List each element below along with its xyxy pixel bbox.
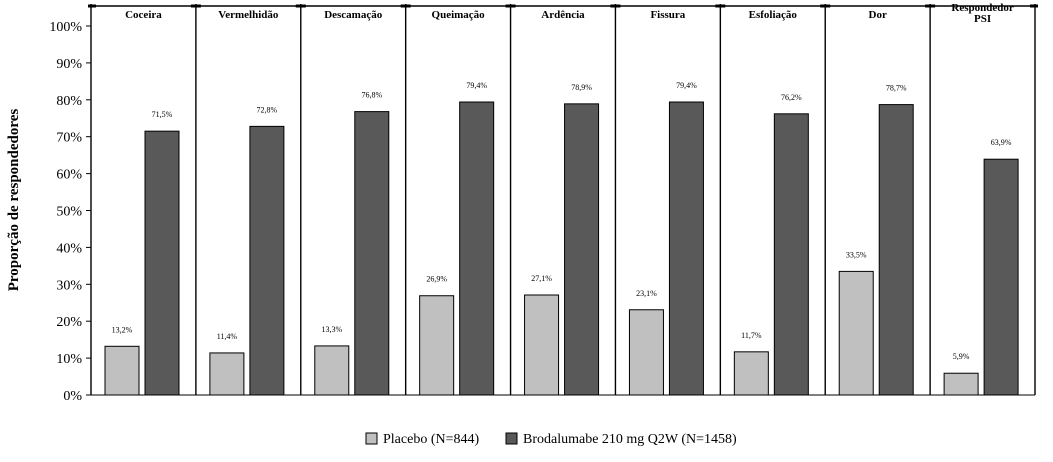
category-label: Esfoliação bbox=[749, 9, 798, 21]
data-label: 71,5% bbox=[152, 110, 173, 119]
bar-placebo bbox=[733, 351, 769, 396]
bars bbox=[104, 101, 1019, 396]
data-label: 72,8% bbox=[257, 105, 278, 114]
y-tick-label: 60% bbox=[56, 168, 82, 183]
data-labels: 13,2% 11,4% 13,3% 26,9% 27,1% 23,1% 11,7% 33,5%… bbox=[112, 81, 1012, 361]
bar-placebo bbox=[104, 345, 140, 396]
y-tick-label: 90% bbox=[56, 57, 82, 72]
y-tick-label: 0% bbox=[63, 389, 82, 404]
bar-brodalumabe bbox=[459, 101, 495, 396]
category-label: Fissura bbox=[650, 9, 685, 21]
y-tick-label: 100% bbox=[49, 20, 82, 35]
category-label: Dor bbox=[869, 9, 887, 21]
category-label: Vermelhidão bbox=[218, 9, 279, 21]
data-label: 79,4% bbox=[676, 81, 697, 90]
bar-placebo bbox=[209, 352, 245, 396]
y-axis-label: Proporção de respondedores bbox=[6, 109, 22, 292]
bar-placebo bbox=[314, 345, 350, 396]
category-label: Respondedor bbox=[951, 2, 1013, 14]
data-label: 11,4% bbox=[217, 332, 238, 341]
bar-placebo bbox=[419, 295, 455, 396]
data-label: 27,1% bbox=[531, 274, 552, 283]
category-label: Coceira bbox=[125, 9, 162, 21]
data-label: 5,9% bbox=[953, 352, 970, 361]
data-label: 11,7% bbox=[741, 331, 762, 340]
data-label: 13,2% bbox=[112, 325, 133, 334]
bar-placebo bbox=[524, 294, 560, 396]
bar-brodalumabe bbox=[354, 111, 390, 396]
category-label: Descamação bbox=[324, 9, 383, 21]
category-label: Queimação bbox=[432, 9, 486, 21]
legend-label-placebo: Placebo (N=844) bbox=[383, 432, 479, 447]
data-label: 76,2% bbox=[781, 93, 802, 102]
category-label: PSI bbox=[974, 13, 991, 25]
bar-brodalumabe bbox=[878, 104, 914, 396]
bar-brodalumabe bbox=[249, 125, 285, 396]
category-label: Ardência bbox=[541, 9, 585, 21]
legend: Placebo (N=844) Brodalumabe 210 mg Q2W (N… bbox=[365, 432, 737, 447]
y-tick-label: 40% bbox=[56, 241, 82, 256]
data-label: 26,9% bbox=[426, 275, 447, 284]
bar-brodalumabe bbox=[564, 103, 600, 396]
bar-placebo bbox=[943, 372, 979, 396]
y-tick-label: 50% bbox=[56, 205, 82, 220]
y-tick-label: 80% bbox=[56, 94, 82, 109]
data-label: 33,5% bbox=[846, 250, 867, 259]
bar-brodalumabe bbox=[144, 130, 180, 396]
data-label: 78,9% bbox=[571, 83, 592, 92]
legend-swatch-placebo bbox=[365, 432, 378, 445]
data-label: 79,4% bbox=[466, 81, 487, 90]
data-label: 63,9% bbox=[991, 138, 1012, 147]
bar-brodalumabe bbox=[773, 113, 809, 396]
y-axis: 0% 10% 20% 30% 40% 50% 60% 70% 80% 90% 100% bbox=[49, 4, 1035, 404]
legend-label-brodalumabe: Brodalumabe 210 mg Q2W (N=1458) bbox=[523, 432, 737, 447]
bar-brodalumabe bbox=[983, 158, 1019, 396]
bar-brodalumabe bbox=[668, 101, 704, 396]
y-tick-label: 30% bbox=[56, 278, 82, 293]
y-tick-label: 10% bbox=[56, 352, 82, 367]
y-tick-label: 20% bbox=[56, 315, 82, 330]
data-label: 78,7% bbox=[886, 84, 907, 93]
bar-placebo bbox=[838, 270, 874, 396]
data-label: 13,3% bbox=[321, 325, 342, 334]
data-label: 76,8% bbox=[361, 91, 382, 100]
data-label: 23,1% bbox=[636, 289, 657, 298]
bar-placebo bbox=[628, 309, 664, 396]
y-tick-label: 70% bbox=[56, 131, 82, 146]
legend-swatch-brodalumabe bbox=[505, 432, 518, 445]
category-panels: Coceira Vermelhidão Descamação Queimação Ard… bbox=[88, 2, 1038, 395]
